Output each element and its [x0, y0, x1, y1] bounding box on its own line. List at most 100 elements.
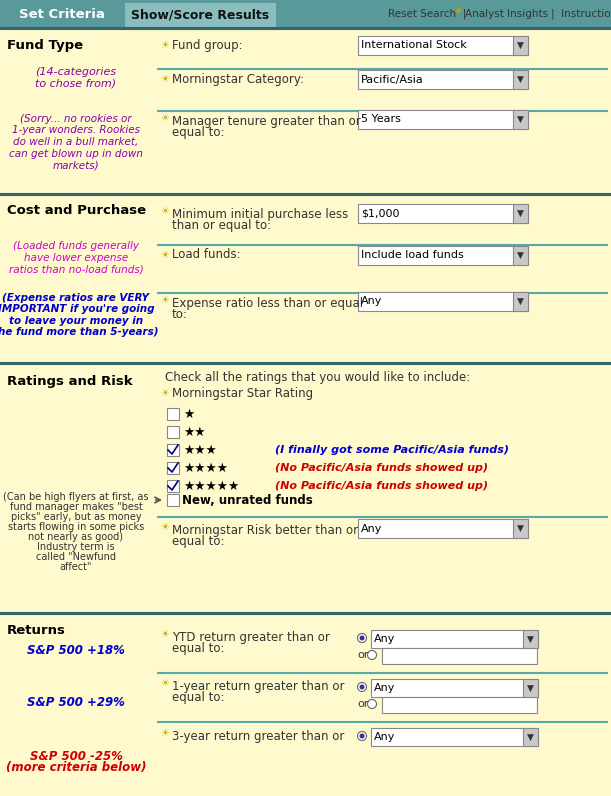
Bar [358, 292, 528, 311]
Bar [371, 630, 538, 648]
Bar [167, 444, 179, 456]
Text: ▼: ▼ [527, 634, 534, 643]
Text: (Sorry... no rookies or
1-year wonders. Rookies
do well in a bull market,
can ge: (Sorry... no rookies or 1-year wonders. … [9, 114, 143, 170]
Text: Fund Type: Fund Type [7, 40, 83, 53]
Bar [167, 494, 179, 506]
Bar [0, 362, 611, 364]
Bar [382, 648, 537, 664]
Bar [513, 519, 528, 538]
Bar [167, 408, 179, 420]
Text: |  Instructions: | Instructions [551, 9, 611, 19]
Text: International Stock: International Stock [361, 41, 467, 50]
Circle shape [359, 685, 365, 689]
Text: S&P 500 +29%: S&P 500 +29% [27, 696, 125, 708]
Text: Reset Search  |: Reset Search | [388, 9, 466, 19]
Bar [0, 27, 611, 29]
Text: ☀: ☀ [161, 522, 169, 532]
Bar [157, 110, 607, 111]
Text: equal to:: equal to: [172, 691, 224, 704]
Text: (Can be high flyers at first, as: (Can be high flyers at first, as [3, 492, 148, 502]
Text: ▼: ▼ [517, 297, 524, 306]
Text: Industry term is: Industry term is [37, 542, 115, 552]
Text: (No Pacific/Asia funds showed up): (No Pacific/Asia funds showed up) [275, 481, 488, 491]
Text: called "Newfund: called "Newfund [36, 552, 116, 562]
Text: S&P 500 -25%: S&P 500 -25% [29, 751, 122, 763]
Text: Load funds:: Load funds: [172, 248, 241, 262]
Circle shape [367, 700, 376, 708]
Text: Any: Any [361, 296, 382, 306]
Text: Manager tenure greater than or: Manager tenure greater than or [172, 115, 360, 128]
Text: 1-year return greater than or: 1-year return greater than or [172, 680, 345, 693]
Text: ▼: ▼ [517, 75, 524, 84]
Text: (more criteria below): (more criteria below) [5, 762, 146, 775]
Bar [167, 426, 179, 438]
Bar [523, 728, 538, 746]
Bar [523, 630, 538, 648]
Bar [0, 364, 611, 613]
Text: equal to:: equal to: [172, 126, 224, 139]
Text: (No Pacific/Asia funds showed up): (No Pacific/Asia funds showed up) [275, 463, 488, 473]
Circle shape [357, 682, 367, 692]
Text: Show/Score Results: Show/Score Results [131, 9, 269, 21]
Text: Set Criteria: Set Criteria [19, 7, 105, 21]
Bar [513, 204, 528, 223]
Bar [0, 193, 611, 195]
Text: New, unrated funds: New, unrated funds [182, 494, 313, 506]
Bar [358, 246, 528, 265]
Text: ☀: ☀ [161, 728, 169, 738]
Bar [513, 36, 528, 55]
Text: ★: ★ [183, 408, 194, 420]
Text: to:: to: [172, 308, 188, 321]
Text: ☀: ☀ [161, 388, 169, 398]
Text: equal to:: equal to: [172, 642, 224, 655]
Bar [157, 68, 607, 69]
Text: ☀: ☀ [161, 629, 169, 639]
Bar [157, 721, 607, 722]
Bar [0, 29, 611, 195]
Bar [0, 614, 611, 796]
Circle shape [357, 732, 367, 740]
Bar [157, 244, 607, 245]
Bar [358, 204, 528, 223]
Bar [358, 110, 528, 129]
Bar [513, 246, 528, 265]
Bar [382, 697, 537, 713]
Text: ▼: ▼ [517, 41, 524, 50]
Bar [157, 292, 607, 293]
Bar [0, 612, 611, 614]
Text: than or equal to:: than or equal to: [172, 219, 271, 232]
Text: (I finally got some Pacific/Asia funds): (I finally got some Pacific/Asia funds) [275, 445, 509, 455]
Text: Any: Any [374, 732, 395, 742]
Text: Check all the ratings that you would like to include:: Check all the ratings that you would lik… [165, 372, 470, 384]
Text: ▼: ▼ [517, 524, 524, 533]
Text: Returns: Returns [7, 623, 66, 637]
Bar [523, 679, 538, 697]
Text: starts flowing in some picks: starts flowing in some picks [8, 522, 144, 532]
Text: ☀: ☀ [161, 74, 169, 84]
Bar [358, 36, 528, 55]
Text: S&P 500 +18%: S&P 500 +18% [27, 643, 125, 657]
Text: picks" early, but as money: picks" early, but as money [10, 512, 141, 522]
Text: Any: Any [361, 524, 382, 533]
Circle shape [359, 733, 365, 739]
Bar [3, 1, 121, 27]
Text: ▼: ▼ [527, 732, 534, 742]
Text: ☀: ☀ [161, 40, 169, 50]
Text: Minimum initial purchase less: Minimum initial purchase less [172, 208, 348, 221]
Text: ▼: ▼ [527, 684, 534, 693]
Text: ★★: ★★ [183, 426, 205, 439]
Circle shape [359, 635, 365, 641]
Text: ☀: ☀ [161, 678, 169, 688]
Text: ☀: ☀ [161, 206, 169, 216]
Text: (14-categories
to chose from): (14-categories to chose from) [35, 67, 117, 89]
Text: Pacific/Asia: Pacific/Asia [361, 75, 424, 84]
Bar [371, 679, 538, 697]
Circle shape [367, 650, 376, 660]
Bar [0, 195, 611, 365]
Text: ★★★: ★★★ [183, 443, 217, 456]
Bar [371, 728, 538, 746]
Text: Expense ratio less than or equal: Expense ratio less than or equal [172, 297, 363, 310]
Text: Morningstar Category:: Morningstar Category: [172, 72, 304, 85]
Text: 3-year return greater than or: 3-year return greater than or [172, 730, 345, 743]
Bar [513, 70, 528, 89]
